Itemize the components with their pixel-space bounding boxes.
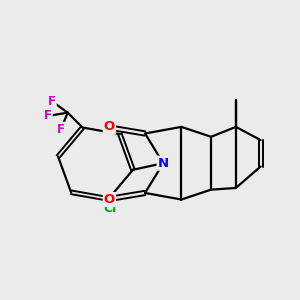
Text: Cl: Cl: [103, 202, 117, 215]
Text: O: O: [104, 120, 115, 134]
Text: F: F: [48, 94, 56, 108]
Text: F: F: [57, 123, 65, 136]
Text: N: N: [158, 157, 169, 170]
Text: F: F: [44, 110, 52, 122]
Text: O: O: [104, 193, 115, 206]
